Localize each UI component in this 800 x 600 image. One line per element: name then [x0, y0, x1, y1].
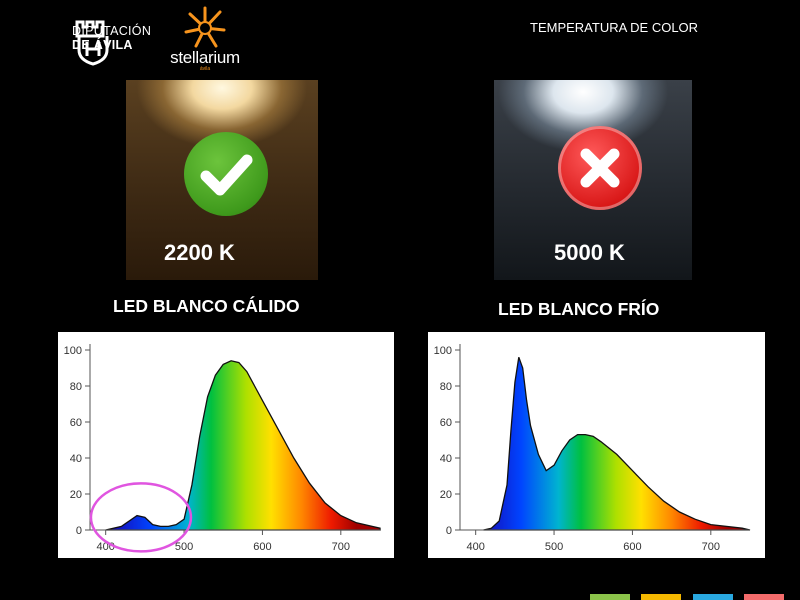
nav-tab-yellow[interactable]	[641, 594, 681, 600]
x-tick-label: 500	[545, 541, 563, 553]
warm-spectrum-chart: 0 20 40 60 80 100 400 500 600 700	[58, 332, 394, 558]
highlight-ellipse	[89, 482, 193, 553]
spectrum-area	[105, 360, 381, 531]
y-tick-label: 0	[76, 525, 82, 537]
cold-spectrum-svg: 0 20 40 60 80 100 400 500 600 700	[434, 344, 751, 553]
y-tick-label: 0	[446, 525, 452, 537]
castle-icon	[75, 20, 109, 66]
spectrum-area	[483, 356, 751, 531]
x-tick-label: 500	[175, 541, 193, 553]
y-tick-label: 60	[70, 417, 82, 429]
y-tick-label: 40	[70, 453, 82, 465]
cold-led-label: LED BLANCO FRÍO	[498, 299, 660, 319]
y-tick-label: 60	[440, 417, 452, 429]
y-tick-label: 80	[70, 381, 82, 393]
nav-tab-green[interactable]	[590, 594, 630, 600]
warm-led-label: LED BLANCO CÁLIDO	[113, 296, 300, 316]
y-tick-label: 80	[440, 381, 452, 393]
warm-light-photo: 2200 K	[126, 80, 318, 280]
cold-light-photo: 5000 K	[494, 80, 692, 280]
warm-temperature-value: 2200 K	[164, 240, 235, 265]
diputacion-logo: DIPUTACIÓN DE ÁVILA	[72, 24, 151, 52]
cold-temperature-value: 5000 K	[554, 240, 625, 265]
x-tick-label: 700	[332, 541, 350, 553]
sun-icon	[184, 6, 226, 48]
nav-tab-blue[interactable]	[693, 594, 733, 600]
logo-line-1: DIPUTACIÓN	[72, 24, 152, 38]
check-icon	[184, 132, 268, 216]
stellarium-logo-text: stellarium	[170, 48, 240, 67]
cross-icon	[558, 126, 642, 210]
x-tick-label: 600	[253, 541, 271, 553]
nav-tab-red[interactable]	[744, 594, 784, 600]
y-tick-label: 20	[70, 489, 82, 501]
cold-spectrum-chart: 0 20 40 60 80 100 400 500 600 700	[428, 332, 765, 558]
x-tick-label: 700	[702, 541, 720, 553]
stellarium-logo-subtext: ávila	[199, 66, 211, 72]
y-tick-label: 20	[440, 489, 452, 501]
y-tick-label: 100	[64, 345, 82, 357]
y-tick-label: 40	[440, 453, 452, 465]
x-tick-label: 400	[466, 541, 484, 553]
logo-line-2: DE ÁVILA	[72, 38, 133, 52]
page-title: TEMPERATURA DE COLOR	[530, 20, 699, 35]
y-tick-label: 100	[434, 345, 452, 357]
x-tick-label: 600	[623, 541, 641, 553]
